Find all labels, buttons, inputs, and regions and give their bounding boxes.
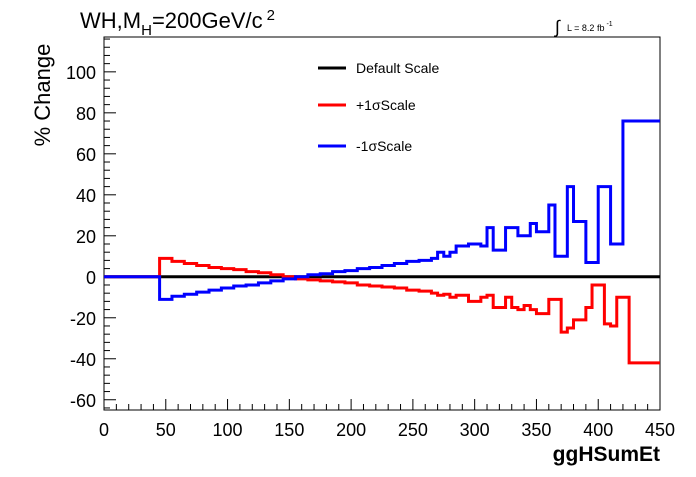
x-tick-label: 50 — [156, 420, 176, 440]
series-line-3 — [104, 119, 660, 301]
legend-label-default: Default Scale — [356, 60, 439, 76]
x-tick-label: 200 — [336, 420, 366, 440]
legend-label-minus: -1σScale — [356, 138, 412, 154]
x-tick-label: 350 — [521, 420, 551, 440]
y-tick-label: -40 — [70, 350, 96, 370]
y-tick-label: 80 — [76, 104, 96, 124]
y-tick-label: 100 — [66, 63, 96, 83]
plot-frame — [103, 36, 661, 411]
x-tick-label: 300 — [460, 420, 490, 440]
lumi-label: L = 8.2 fb -1 — [567, 21, 613, 33]
x-tick-label: 250 — [398, 420, 428, 440]
x-tick-label: 450 — [645, 420, 675, 440]
legend: Default Scale +1σScale -1σScale — [318, 60, 439, 154]
x-tick-label: 400 — [583, 420, 613, 440]
legend-label-plus: +1σScale — [356, 97, 416, 113]
series-line-2 — [104, 256, 660, 365]
x-axis-ticks: 0 50 100 150 200 250 300 350 400 450 — [99, 399, 675, 440]
x-tick-label: 100 — [213, 420, 243, 440]
y-tick-label: 20 — [76, 227, 96, 247]
y-tick-label: -20 — [70, 309, 96, 329]
y-tick-label: 60 — [76, 145, 96, 165]
x-tick-label: 0 — [99, 420, 109, 440]
y-tick-label: 0 — [86, 268, 96, 288]
x-tick-label: 150 — [274, 420, 304, 440]
y-tick-label: 40 — [76, 186, 96, 206]
y-axis-label: % Change — [30, 44, 55, 147]
series-layer — [104, 119, 660, 365]
y-tick-label: -60 — [70, 391, 96, 411]
lumi-integral-sign: ∫ — [553, 17, 561, 37]
x-axis-label: ggHSumEt — [553, 443, 660, 466]
chart-title: WH,MH=200GeV/c 2 — [80, 7, 275, 39]
